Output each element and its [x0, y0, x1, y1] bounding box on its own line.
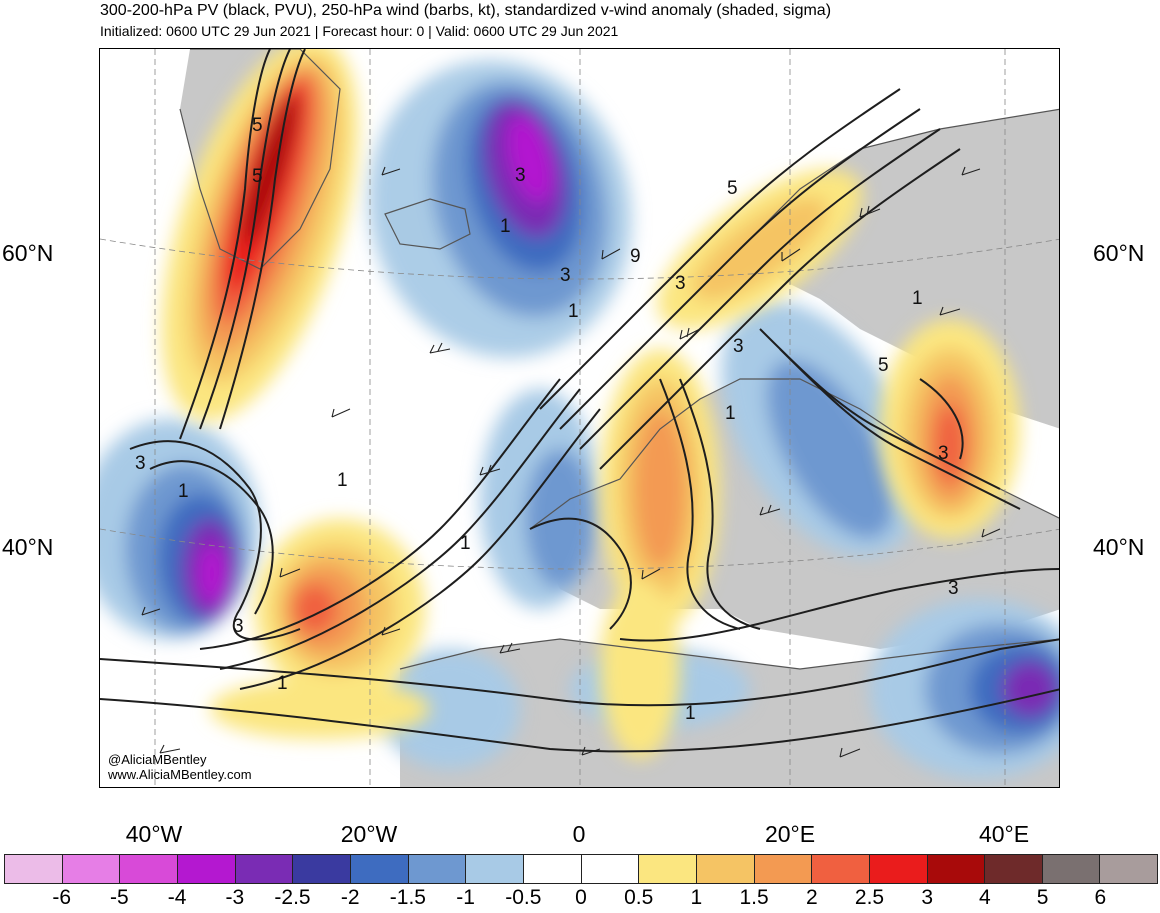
- colorbar-tick-label: -3: [225, 886, 245, 909]
- colorbar-cell: [696, 855, 755, 883]
- credit-handle: @AliciaMBentley: [108, 752, 207, 767]
- contour-label: 1: [725, 403, 736, 424]
- colorbar-cell: [812, 855, 870, 883]
- lat-label-60n-left: 60°N: [2, 240, 54, 266]
- colorbar-cell: [754, 855, 813, 883]
- colorbar-cell: [523, 855, 582, 883]
- contour-label: 5: [878, 355, 889, 376]
- colorbar-cell: [1100, 855, 1158, 883]
- colorbar-cell: [639, 855, 697, 883]
- contour-label: 1: [460, 533, 471, 554]
- pv-contours: [100, 49, 1059, 753]
- contour-label: 1: [568, 301, 579, 322]
- colorbar-tick-label: 4: [979, 886, 991, 909]
- colorbar-tick-label: 6: [1094, 886, 1107, 909]
- lat-label-40n-right: 40°N: [1093, 534, 1145, 560]
- contour-label: 3: [675, 273, 686, 294]
- lon-label-0: 0: [572, 821, 586, 847]
- contour-label: 5: [252, 115, 263, 136]
- colorbar-cell: [869, 855, 928, 883]
- lon-label-20e: 20°E: [764, 821, 816, 847]
- colorbar-labels: -6 -5 -4 -3 -2.5 -2 -1.5 -1 -0.5 0 0.5 1 1.5 2 2.5 3 4 5 6: [4, 886, 1158, 912]
- wind-barbs: [141, 166, 1001, 758]
- contour-label: 3: [948, 578, 959, 599]
- colorbar-cell: [177, 855, 236, 883]
- lon-label-40w: 40°W: [125, 821, 183, 847]
- contour-label: 1: [685, 703, 696, 724]
- lat-lon-grid: [100, 49, 1059, 787]
- colorbar-tick-label: 5: [1036, 886, 1049, 909]
- contour-label: 5: [727, 178, 738, 199]
- credit-website: www.AliciaMBentley.com: [108, 767, 252, 782]
- colorbar-tick-label: -2.5: [274, 886, 311, 909]
- colorbar-cell: [466, 855, 524, 883]
- lat-label-60n-right: 60°N: [1093, 240, 1145, 266]
- positive-anomaly-shading: [161, 49, 1020, 759]
- colorbar-cell: [62, 855, 121, 883]
- contour-label: 1: [178, 481, 189, 502]
- contour-label: 1: [337, 470, 348, 491]
- contour-label: 9: [630, 246, 641, 267]
- colorbar: [4, 854, 1158, 884]
- colorbar-cell: [927, 855, 986, 883]
- contour-label: 1: [912, 288, 923, 309]
- weather-map: 5 5 3 1 9 3 5 3 1 3 3 1 1 3 1 1 5 3 1 1 …: [99, 48, 1060, 788]
- colorbar-tick-label: 1.5: [739, 886, 769, 909]
- contour-label: 1: [277, 673, 288, 694]
- contour-label: 5: [252, 166, 263, 187]
- colorbar-tick-label: 2: [805, 886, 818, 909]
- colorbar-cell: [581, 855, 640, 883]
- contour-label: 3: [938, 443, 949, 464]
- colorbar-cell: [350, 855, 409, 883]
- colorbar-cell: [985, 855, 1043, 883]
- contour-label: 1: [500, 216, 511, 237]
- contour-label: 3: [560, 265, 571, 286]
- contour-label: 3: [733, 336, 744, 357]
- colorbar-tick-label: -0.5: [505, 886, 542, 909]
- chart-title: 300-200-hPa PV (black, PVU), 250-hPa win…: [100, 2, 832, 19]
- colorbar-tick-label: 3: [921, 886, 934, 909]
- lon-label-40e: 40°E: [978, 821, 1030, 847]
- colorbar-tick-label: -1: [456, 886, 475, 909]
- pv-contour-labels: 5 5 3 1 9 3 5 3 1 3 3 1 1 3 1 1 5 3 1 1 …: [135, 115, 959, 724]
- colorbar-tick-label: 2.5: [854, 886, 885, 909]
- colorbar-cell: [5, 855, 63, 883]
- colorbar-cell: [1042, 855, 1101, 883]
- colorbar-tick-label: -1.5: [389, 886, 426, 909]
- contour-label: 3: [515, 165, 526, 186]
- chart-subtitle: Initialized: 0600 UTC 29 Jun 2021 | Fore…: [100, 23, 619, 39]
- colorbar-tick-label: -6: [52, 886, 72, 909]
- contour-label: 3: [135, 453, 146, 474]
- lat-label-40n-left: 40°N: [2, 534, 54, 560]
- colorbar-tick-label: 0.5: [624, 886, 654, 909]
- contour-label: 3: [233, 616, 244, 637]
- colorbar-tick-label: -2: [340, 886, 360, 909]
- colorbar-tick-label: -5: [110, 886, 129, 909]
- colorbar-cell: [408, 855, 467, 883]
- colorbar-tick-label: 0: [575, 886, 587, 909]
- colorbar-cell: [293, 855, 351, 883]
- lon-label-20w: 20°W: [340, 821, 398, 847]
- colorbar-cell: [120, 855, 178, 883]
- colorbar-cell: [235, 855, 294, 883]
- colorbar-tick-label: 1: [690, 886, 703, 909]
- weather-map-canvas: 5 5 3 1 9 3 5 3 1 3 3 1 1 3 1 1 5 3 1 1 …: [100, 49, 1059, 787]
- colorbar-tick-label: -4: [167, 886, 187, 909]
